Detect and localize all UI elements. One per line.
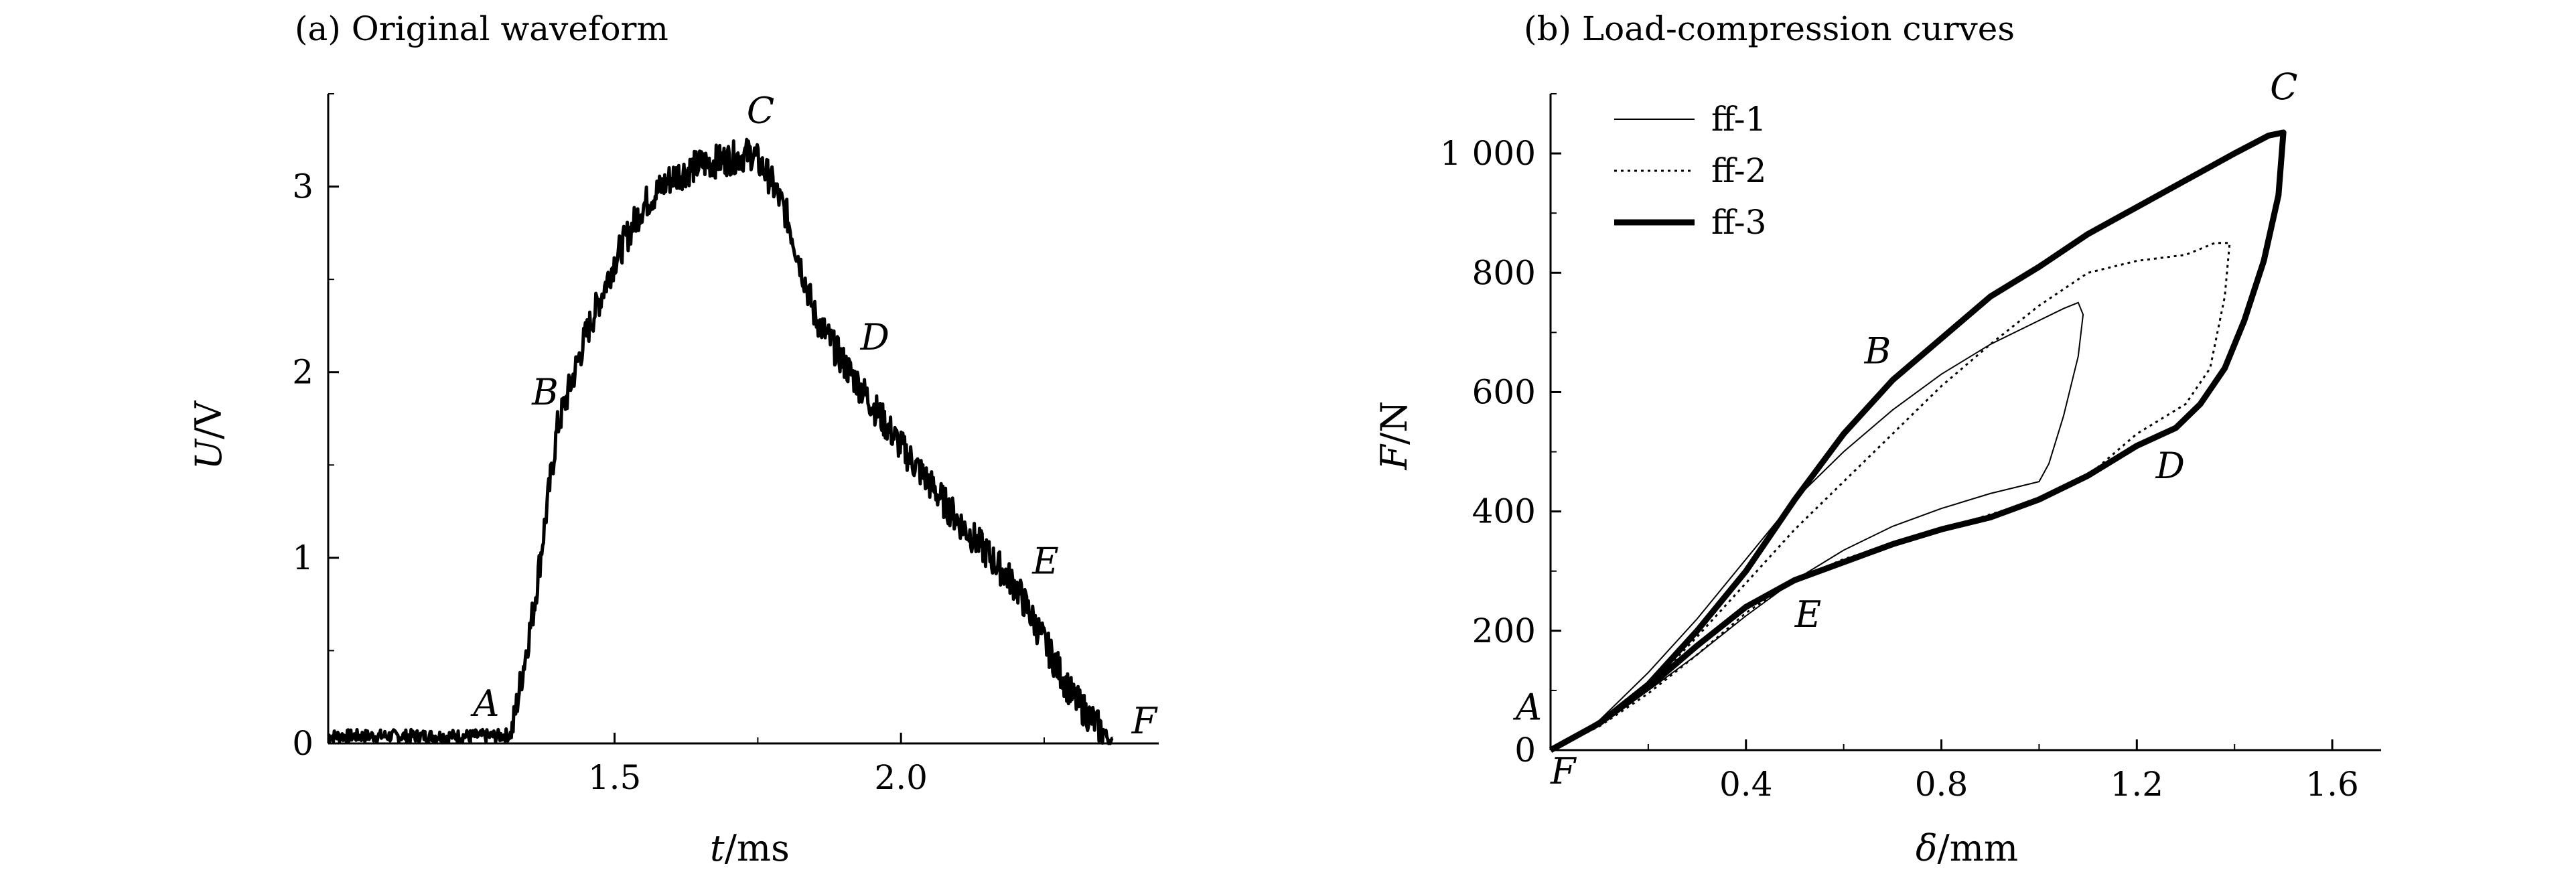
legend-label-ff-1: ff-1: [1711, 100, 1766, 139]
panel-b-x-symbol: δ: [1916, 827, 1938, 869]
panel-a-x-label: t/ms: [710, 827, 790, 869]
panel-b-point-label-A: A: [1512, 686, 1542, 728]
panel-b-x-tick-label-3: 1.6: [2305, 765, 2359, 804]
panel-b-y-tick-label-5: 1 000: [1440, 134, 1536, 173]
panel-b-x-tick-label-2: 1.2: [2110, 765, 2164, 804]
panel-a-point-label-C: C: [747, 90, 774, 132]
panel-b-series-ff-3-line: [1549, 129, 2287, 753]
panel-b-y-tick-label-3: 600: [1472, 372, 1536, 411]
panel-b: (b) Load-compression curves 0.4 0.8 1.2 1.6…: [1373, 9, 2381, 869]
legend-label-ff-2: ff-2: [1711, 151, 1766, 190]
panel-b-y-unit: /N: [1373, 401, 1415, 445]
panel-b-x-tick-label-1: 0.8: [1915, 765, 1969, 804]
panel-a-point-label-E: E: [1031, 540, 1058, 582]
panel-b-y-symbol: F: [1373, 443, 1415, 470]
panel-b-y-tick-label-1: 200: [1472, 611, 1536, 650]
panel-b-x-unit: /mm: [1938, 827, 2019, 869]
panel-b-point-label-E: E: [1794, 593, 1821, 636]
panel-a-x-symbol: t: [710, 827, 725, 869]
panel-a-y-unit: /V: [188, 401, 230, 439]
panel-b-title: (b) Load-compression curves: [1524, 9, 2015, 48]
panel-a-point-label-A: A: [470, 682, 500, 725]
panel-a-x-unit: /ms: [725, 827, 790, 869]
panel-b-y-label: F/N: [1373, 401, 1415, 471]
panel-a-y-label: U/V: [188, 401, 230, 470]
panel-b-legend: ff-1 ff-2 ff-3: [1614, 100, 1766, 242]
panel-b-point-label-C: C: [2270, 66, 2297, 108]
panel-b-y-tick-label-2: 400: [1472, 492, 1536, 531]
panel-a-point-label-D: D: [860, 316, 889, 358]
panel-b-point-label-B: B: [1864, 330, 1891, 372]
panel-a-y-tick-label-2: 2: [292, 353, 313, 392]
panel-b-x-tick-label-0: 0.4: [1719, 765, 1773, 804]
panel-a-point-label-F: F: [1131, 700, 1159, 742]
legend-label-ff-3: ff-3: [1711, 203, 1766, 242]
panel-a-point-labels: A B C D E F: [470, 90, 1159, 742]
panel-b-series-ff-2-line: [1550, 242, 2231, 751]
panel-b-point-label-D: D: [2155, 445, 2185, 487]
panel-b-series-ff-1-line: [1550, 301, 2084, 751]
panel-a-x-tick-label-1: 2.0: [874, 758, 928, 797]
panel-b-point-labels: A B C D E F: [1512, 66, 2297, 792]
panel-a-y-tick-label-3: 3: [292, 167, 313, 206]
panel-b-ticks: 0.4 0.8 1.2 1.6 0 200 400 600 800 1 000: [1440, 93, 2359, 804]
panel-a-y-tick-label-1: 1: [292, 538, 313, 577]
panel-a-ticks: 1.5 2.0 0 1 2 3: [292, 93, 1045, 797]
panel-b-y-tick-label-0: 0: [1514, 731, 1536, 770]
panel-a-title: (a) Original waveform: [295, 9, 668, 48]
panel-a-point-label-B: B: [531, 371, 559, 413]
panel-a-waveform-line: [327, 137, 1114, 745]
panel-b-x-label: δ/mm: [1916, 827, 2018, 869]
panel-b-point-label-F: F: [1550, 750, 1577, 792]
panel-b-y-tick-label-4: 800: [1472, 253, 1536, 292]
panel-a-y-tick-label-0: 0: [292, 724, 313, 763]
panel-a-y-symbol: U: [188, 438, 230, 469]
panel-a-x-tick-label-0: 1.5: [588, 758, 642, 797]
